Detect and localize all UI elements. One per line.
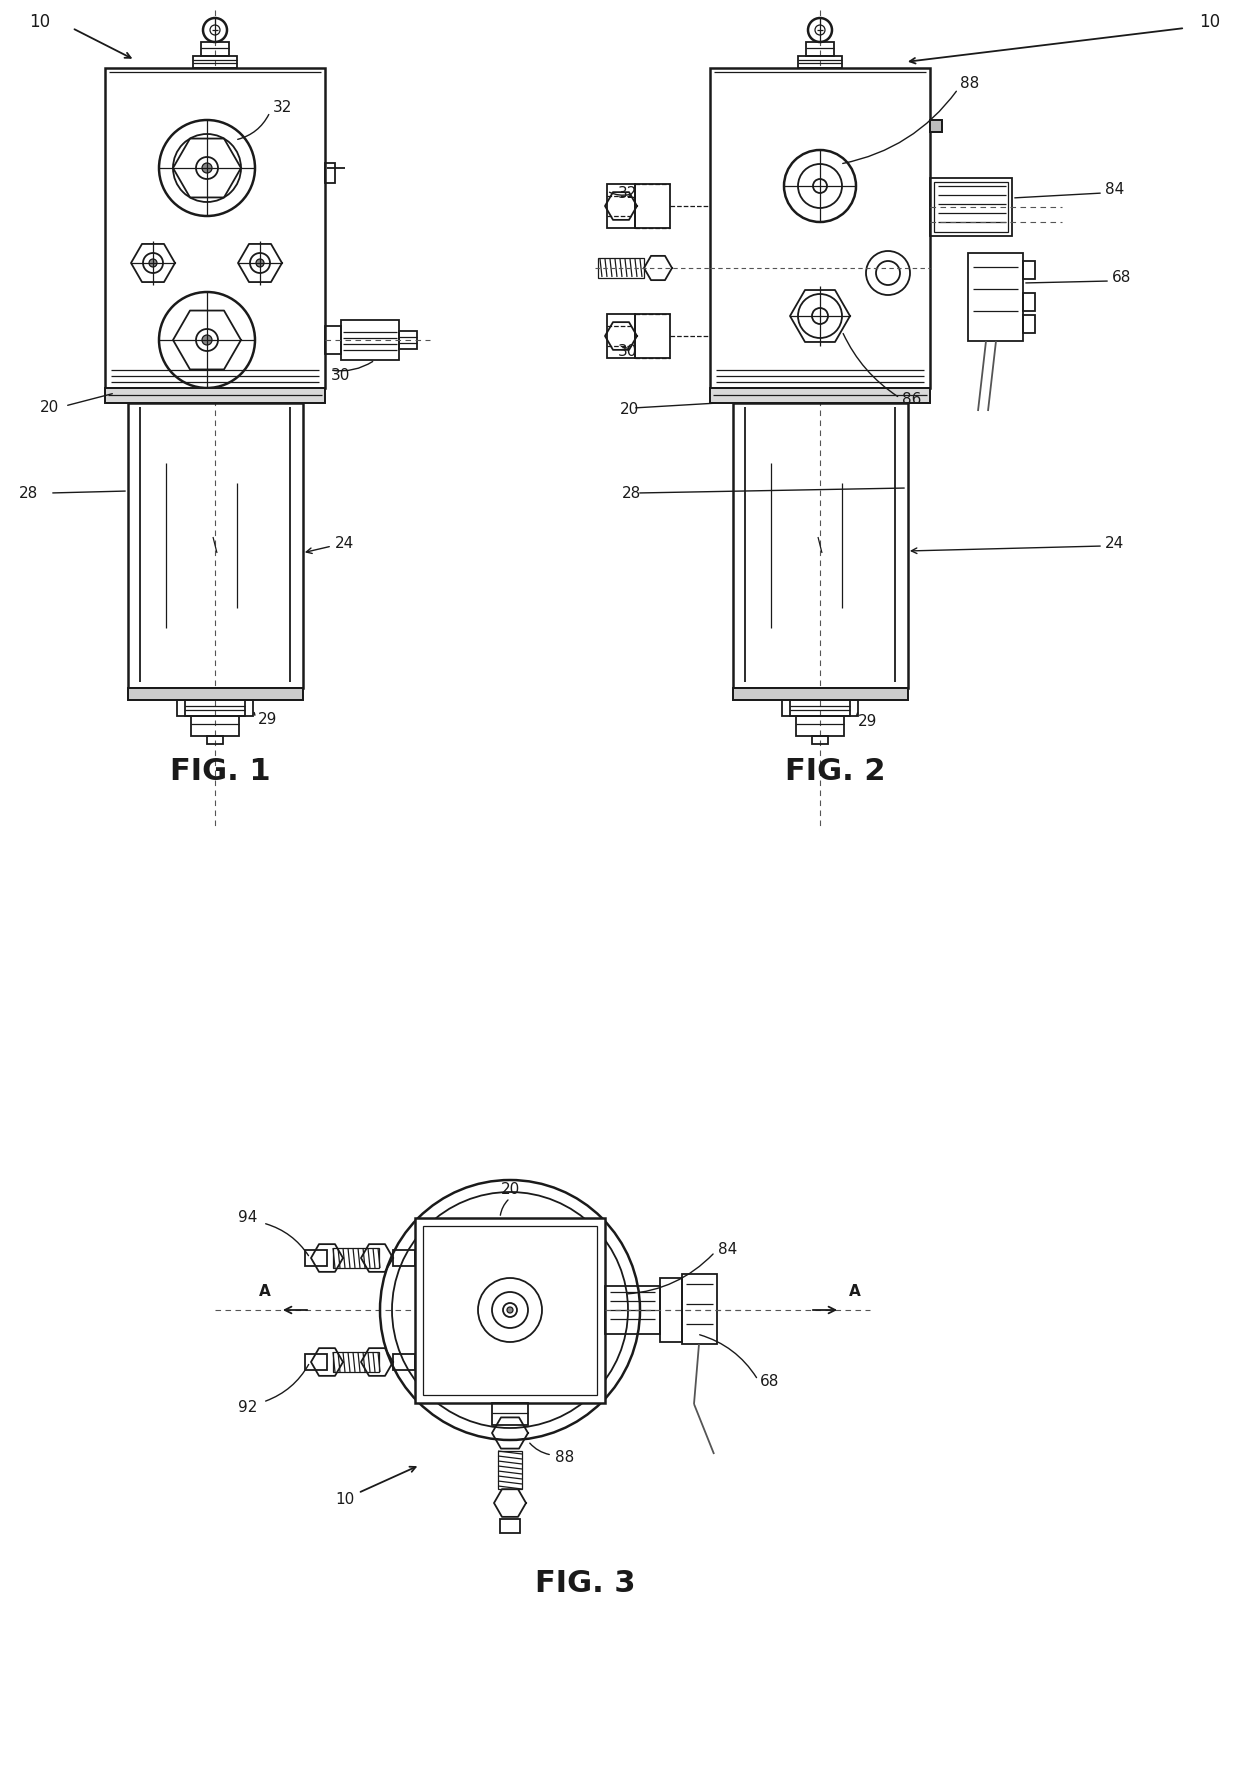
Text: 94: 94 — [238, 1210, 258, 1226]
Bar — [635, 184, 670, 228]
Bar — [934, 182, 1008, 231]
Bar — [660, 1278, 682, 1341]
Bar — [492, 1403, 528, 1424]
Circle shape — [255, 260, 264, 267]
Bar — [177, 700, 253, 716]
Bar — [393, 1249, 415, 1265]
Bar — [796, 716, 844, 737]
Bar — [605, 1286, 660, 1334]
Bar — [930, 178, 1012, 237]
Bar — [305, 1354, 327, 1369]
Bar — [930, 120, 942, 133]
Text: 30: 30 — [330, 368, 350, 382]
Text: 28: 28 — [622, 486, 641, 500]
Circle shape — [202, 163, 212, 173]
Text: 10: 10 — [1199, 12, 1220, 32]
Bar — [325, 325, 341, 353]
Text: 32: 32 — [618, 187, 637, 201]
Bar — [733, 687, 908, 700]
Bar — [1023, 315, 1035, 332]
Bar — [207, 737, 223, 744]
Bar — [185, 700, 246, 716]
Bar — [733, 687, 908, 700]
Text: 24: 24 — [335, 535, 355, 551]
Text: 92: 92 — [238, 1399, 258, 1415]
Circle shape — [202, 336, 212, 345]
Bar — [191, 716, 239, 737]
Bar — [128, 687, 303, 700]
Bar — [598, 258, 644, 277]
Bar — [105, 389, 325, 403]
Text: FIG. 3: FIG. 3 — [534, 1569, 635, 1597]
Text: FIG. 1: FIG. 1 — [170, 758, 270, 786]
Bar — [334, 1352, 379, 1371]
Text: A: A — [849, 1285, 861, 1299]
Bar — [128, 687, 303, 700]
Bar — [193, 57, 237, 67]
Bar — [105, 67, 325, 389]
Bar — [968, 253, 1023, 341]
Text: 24: 24 — [1105, 535, 1125, 551]
Text: 20: 20 — [620, 403, 640, 417]
Bar — [812, 737, 828, 744]
Text: 29: 29 — [858, 714, 878, 730]
Bar — [1023, 293, 1035, 311]
Bar — [201, 42, 229, 57]
Bar — [711, 389, 930, 403]
Bar — [782, 700, 858, 716]
Bar — [498, 1451, 522, 1490]
Text: FIG. 2: FIG. 2 — [785, 758, 885, 786]
Bar — [500, 1520, 520, 1534]
Bar — [128, 403, 303, 687]
Text: 20: 20 — [40, 401, 60, 415]
Bar — [105, 389, 325, 403]
Text: 29: 29 — [258, 712, 278, 728]
Text: 32: 32 — [273, 101, 291, 115]
Bar — [682, 1274, 717, 1345]
Bar — [733, 403, 908, 687]
Bar — [790, 700, 849, 716]
Text: 88: 88 — [556, 1451, 574, 1465]
Bar — [334, 1248, 379, 1269]
Text: 68: 68 — [760, 1375, 780, 1389]
Bar — [341, 320, 399, 360]
Bar — [806, 42, 835, 57]
Bar — [799, 57, 842, 67]
Text: 10: 10 — [30, 12, 51, 32]
Bar — [608, 184, 635, 228]
Text: 86: 86 — [903, 392, 921, 408]
Text: 30: 30 — [618, 343, 637, 359]
Bar — [930, 120, 942, 133]
Text: 84: 84 — [1105, 182, 1125, 198]
Bar — [608, 315, 635, 359]
Text: 88: 88 — [960, 76, 980, 92]
Text: 28: 28 — [19, 486, 37, 500]
Circle shape — [149, 260, 157, 267]
Text: 10: 10 — [335, 1493, 355, 1507]
Text: A: A — [259, 1285, 270, 1299]
Text: 68: 68 — [1112, 270, 1132, 286]
Bar — [635, 315, 670, 359]
Text: 20: 20 — [501, 1182, 520, 1198]
Bar — [305, 1249, 327, 1265]
Bar — [325, 163, 335, 184]
Circle shape — [507, 1308, 513, 1313]
Bar — [399, 330, 417, 350]
Bar — [423, 1226, 596, 1394]
Bar — [1023, 262, 1035, 279]
Bar — [711, 389, 930, 403]
Text: 84: 84 — [718, 1242, 738, 1258]
Bar — [415, 1217, 605, 1403]
Bar — [711, 67, 930, 389]
Bar — [393, 1354, 415, 1369]
